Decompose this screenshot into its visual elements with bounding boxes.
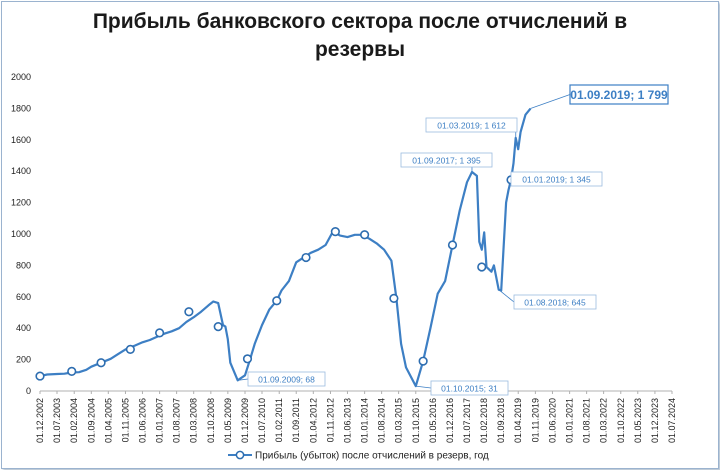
series-line — [39, 107, 532, 388]
annotation-label: 01.08.2018; 645 — [524, 298, 586, 308]
x-tick-label: 01.05.2023 — [633, 398, 643, 443]
y-tick-label: 1400 — [11, 166, 31, 176]
data-point-marker — [418, 356, 428, 366]
annotation-box — [510, 171, 603, 187]
x-tick-label: 01.02.2004 — [69, 398, 79, 443]
annotation-box — [247, 371, 326, 387]
x-tick-label: 01.07.2003 — [52, 398, 62, 443]
data-point-marker — [360, 230, 370, 240]
x-tick-label: 01.03.2008 — [189, 398, 199, 443]
x-tick-label: 01.02.2011 — [274, 398, 284, 442]
legend-swatch-marker — [235, 450, 245, 460]
annotation-label: 01.09.2009; 68 — [258, 375, 315, 385]
x-tick-label: 01.05.2009 — [223, 398, 233, 443]
annotation-box — [425, 117, 518, 133]
legend: Прибыль (убыток) после отчислений в резе… — [228, 450, 489, 462]
annotation-label: 01.03.2019; 1 612 — [437, 121, 506, 131]
annotation-label: 01.10.2015; 31 — [441, 384, 498, 394]
x-tick-label: 01.05.2016 — [428, 398, 438, 443]
data-point-marker — [35, 371, 45, 381]
x-tick-label: 01.01.2007 — [155, 398, 165, 443]
x-tick-label: 01.10.2022 — [616, 398, 626, 443]
x-tick-label: 01.11.2012 — [325, 398, 335, 442]
legend-label: Прибыль (убыток) после отчислений в резе… — [255, 450, 489, 462]
series-group — [35, 107, 532, 388]
x-tick-label: 01.07.2010 — [257, 398, 267, 443]
data-point-marker — [125, 344, 135, 354]
data-point-marker — [272, 296, 282, 306]
x-tick-label: 01.09.2004 — [86, 398, 96, 443]
x-tick-label: 01.08.2021 — [582, 398, 592, 443]
x-tick-label: 01.01.2014 — [360, 398, 370, 443]
x-tick-label: 01.07.2024 — [667, 398, 677, 443]
x-tick-label: 01.08.2014 — [377, 398, 387, 443]
annotation-leader — [498, 289, 515, 303]
x-axis: 01.12.2002 01.07.2003 01.02.2004 01.09.2004… — [35, 390, 677, 443]
y-tick-label: 1000 — [11, 229, 31, 239]
y-tick-label: 1600 — [11, 135, 31, 145]
annotation-box — [430, 380, 509, 396]
data-point-marker — [242, 354, 253, 364]
x-tick-label: 01.01.2021 — [565, 398, 575, 443]
data-point-marker — [96, 358, 106, 368]
annotation-box — [569, 84, 669, 105]
annotation-box — [400, 152, 493, 168]
data-point-marker — [389, 293, 399, 303]
x-tick-label: 01.11.2019 — [530, 398, 540, 442]
data-point-marker — [301, 252, 311, 263]
data-point-marker — [184, 307, 194, 317]
x-tick-label: 01.12.2023 — [650, 398, 660, 443]
data-point-marker — [67, 366, 77, 376]
data-point-marker — [330, 227, 340, 237]
y-axis: 0 200 400 600 800 1000 1200 1400 1600 1800 2000 — [11, 72, 31, 396]
x-tick-label: 01.07.2017 — [462, 398, 472, 443]
data-point-marker — [213, 322, 223, 332]
x-tick-label: 01.03.2015 — [394, 398, 404, 443]
x-tick-label: 01.06.2020 — [547, 398, 557, 443]
annotation-leader — [415, 385, 432, 389]
x-tick-label: 01.09.2011 — [291, 398, 301, 442]
x-tick-label: 01.12.2009 — [240, 398, 250, 443]
annotation-leader — [237, 378, 249, 381]
x-tick-label: 01.12.2002 — [35, 398, 45, 443]
x-tick-label: 01.12.2016 — [445, 398, 455, 443]
x-tick-label: 01.09.2018 — [496, 398, 506, 443]
chart-title: Прибыль банковского сектора после отчисл… — [0, 8, 720, 64]
x-tick-label: 01.02.2018 — [479, 398, 489, 443]
x-tick-label: 01.11.2005 — [120, 398, 130, 442]
data-point-marker — [447, 240, 458, 250]
x-tick-label: 01.04.2005 — [103, 398, 113, 443]
y-tick-label: 0 — [26, 386, 31, 396]
data-point-marker — [155, 328, 165, 338]
annotation-label: 01.09.2017; 1 395 — [412, 156, 481, 166]
data-point-marker — [477, 262, 487, 272]
y-tick-label: 1200 — [11, 198, 31, 208]
y-tick-label: 2000 — [11, 72, 31, 82]
annotation-box — [513, 294, 597, 310]
chart-title-line2: резервы — [314, 38, 406, 61]
y-tick-label: 600 — [16, 292, 31, 302]
y-tick-label: 200 — [16, 355, 31, 365]
x-tick-label: 01.08.2007 — [172, 398, 182, 443]
x-tick-label: 01.03.2022 — [599, 398, 609, 443]
x-tick-label: 01.10.2008 — [206, 398, 216, 443]
x-tick-label: 01.06.2006 — [137, 398, 147, 443]
annotation-leader — [530, 94, 571, 109]
y-tick-label: 400 — [16, 323, 31, 333]
annotations-group: 01.09.2009; 68 01.10.2015; 31 01.09.2017; … — [237, 84, 669, 396]
x-tick-label: 01.04.2019 — [513, 398, 523, 443]
chart-title-line1: Прибыль банковского сектора после отчисл… — [92, 10, 628, 33]
y-tick-label: 800 — [16, 260, 31, 270]
y-tick-label: 1800 — [11, 103, 31, 113]
x-tick-label: 01.06.2013 — [342, 398, 352, 443]
x-tick-label: 01.10.2015 — [411, 398, 421, 443]
x-tick-label: 01.04.2012 — [308, 398, 318, 443]
annotation-label: 01.09.2019; 1 799 — [570, 88, 668, 102]
annotation-label: 01.01.2019; 1 345 — [522, 175, 591, 185]
